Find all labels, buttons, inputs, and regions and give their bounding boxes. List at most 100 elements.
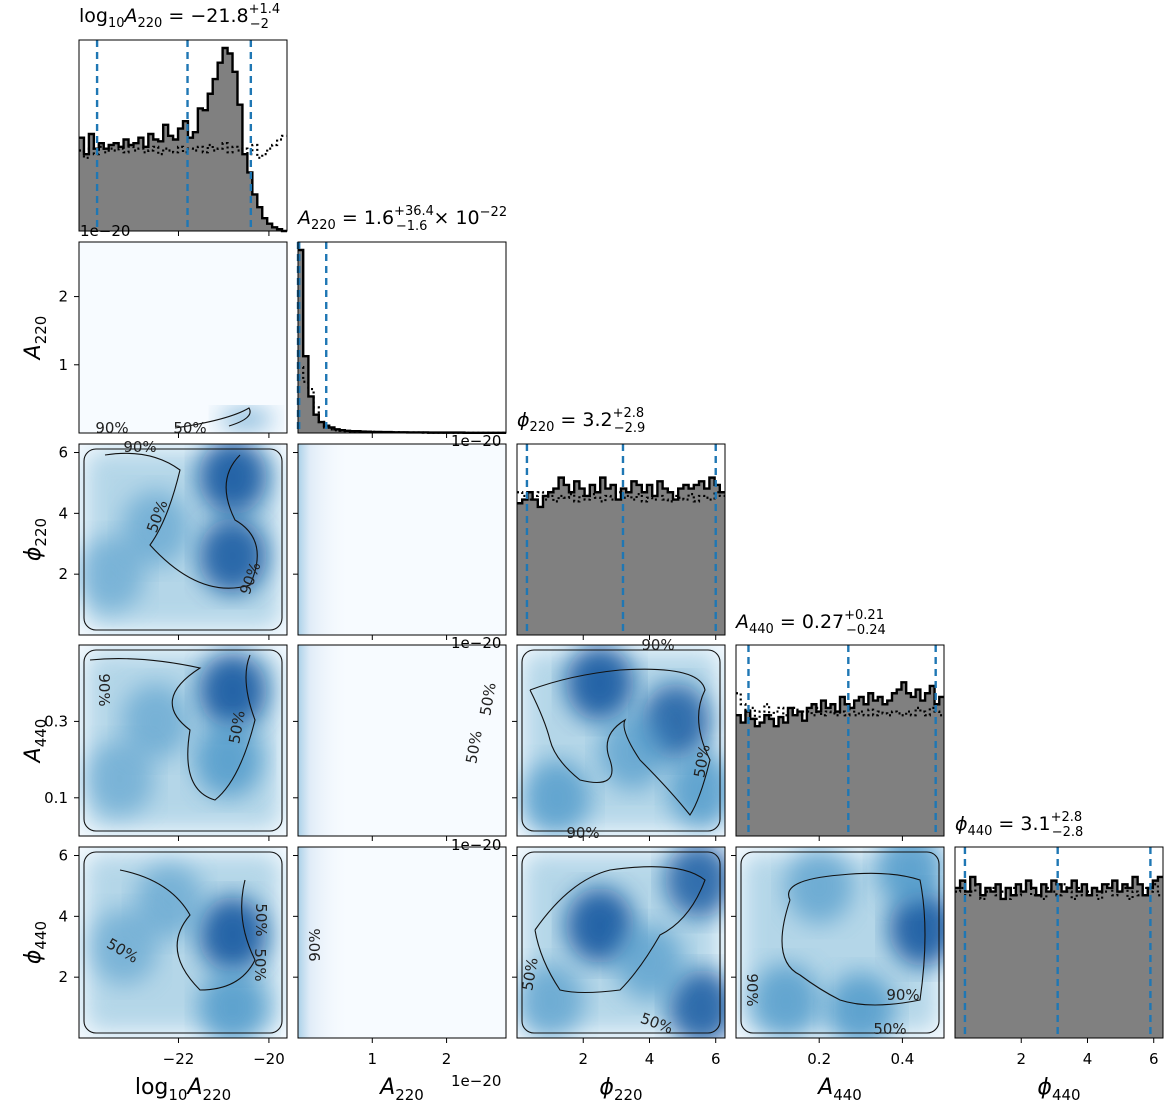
contour-50-logA220-phi220 — [104, 452, 258, 589]
contour-label: 50% — [690, 743, 714, 779]
density-blob — [876, 847, 944, 906]
density-blob — [668, 752, 725, 829]
density-blob — [121, 490, 191, 567]
contour-90 — [83, 448, 283, 631]
contour-label: 90% — [95, 419, 128, 437]
density-blob — [198, 517, 267, 594]
density-panel-phi220-A440 — [516, 644, 726, 837]
density-panel-logA220-phi220 — [78, 443, 288, 636]
hist-fill — [517, 477, 725, 635]
density-blob — [517, 963, 585, 1038]
panel-frame — [516, 846, 726, 1039]
density-panel-logA220-phi440 — [78, 846, 288, 1039]
density-blob — [198, 896, 267, 973]
x-tick-label: 0.2 — [807, 1050, 831, 1068]
contour-label: 90% — [743, 973, 761, 1006]
contour-50 — [174, 407, 251, 429]
offset-label: 1e−20 — [451, 432, 501, 450]
density-blob — [219, 409, 274, 430]
contour-label: 90% — [566, 824, 599, 842]
x-tick-label: −22 — [163, 1050, 195, 1068]
panel-frame — [516, 443, 726, 636]
x-tick-label: 4 — [645, 1050, 655, 1068]
contour-50-logA220-A440 — [89, 654, 256, 801]
contour-90 — [521, 851, 721, 1034]
density-blob — [198, 969, 267, 1038]
contour-50-logA220-phi440 — [119, 869, 256, 991]
offset-label: 1e−20 — [451, 1072, 501, 1090]
contour-label: 90% — [886, 986, 919, 1004]
title-phi220: ϕ220 = 3.2+2.8 −2.9 — [517, 406, 645, 436]
y-tick-label: 2 — [58, 968, 68, 986]
contour-90 — [740, 851, 940, 1034]
hist-panel-A440 — [735, 644, 945, 837]
density-panel-logA220-A220 — [78, 241, 288, 434]
hist-fill — [79, 48, 287, 231]
x-axis-label-phi440: ϕ440 — [1037, 1075, 1080, 1104]
y-tick-label: 2 — [58, 565, 68, 583]
density-blob — [889, 890, 944, 967]
contour-label: 50% — [173, 419, 206, 437]
panel-frame — [78, 644, 288, 837]
hist-line — [79, 46, 287, 233]
hist-panel-A220 — [296, 241, 507, 435]
density-blob — [79, 536, 145, 613]
title-A220: A220 = 1.6+36.4 −1.6 × 10−22 — [296, 204, 507, 234]
contour-50-A440-phi440 — [781, 872, 926, 1006]
x-tick-label: 0.4 — [890, 1050, 914, 1068]
y-tick-label: 1 — [58, 356, 68, 374]
panel-frame — [297, 846, 507, 1039]
contour-50-phi220-phi440 — [534, 866, 706, 994]
hist-line — [736, 681, 944, 728]
density-panel-A220-phi440 — [297, 846, 507, 1039]
contour-label: 90% — [95, 673, 113, 706]
panel-frame — [297, 443, 507, 636]
contour-label: 50% — [873, 1020, 906, 1038]
panel-frame — [78, 241, 288, 434]
density-blob — [664, 847, 725, 918]
x-tick-label: 6 — [711, 1050, 721, 1068]
contour-90 — [83, 649, 283, 832]
panel-frame — [516, 644, 726, 837]
density-blob — [90, 908, 159, 985]
offset-label: 1e−20 — [451, 836, 501, 854]
panel-frame — [735, 846, 945, 1039]
density-edge — [298, 645, 506, 836]
density-blob — [565, 645, 635, 722]
y-axis-label-phi440: ϕ440 — [21, 921, 50, 964]
contour-label: 50% — [518, 956, 542, 992]
density-blob — [198, 444, 267, 515]
hist-line — [517, 476, 725, 509]
y-axis-label-A220: A220 — [21, 316, 50, 362]
contour-50-phi220-A440 — [529, 668, 711, 816]
y-axis-label-phi220: ϕ220 — [21, 518, 50, 561]
x-axis-label-logA220: log10A220 — [135, 1075, 231, 1104]
contour-label: 90% — [306, 928, 324, 961]
hist-panel-logA220 — [78, 39, 288, 233]
x-tick-label: 1 — [368, 1050, 378, 1068]
contour-90 — [83, 851, 283, 1034]
title-phi440: ϕ440 = 3.1+2.8 −2.8 — [955, 810, 1083, 840]
hist-panel-phi220 — [516, 443, 726, 636]
hist-panel-phi440 — [954, 846, 1164, 1039]
offset-label: 1e−20 — [80, 222, 130, 240]
contour-label: 50% — [251, 948, 269, 981]
contour-label: 90% — [123, 438, 156, 456]
density-edge — [298, 847, 506, 1038]
title-A440: A440 = 0.27+0.21 −0.24 — [734, 608, 886, 638]
panel-frame — [78, 846, 288, 1039]
contour-label: 50% — [252, 903, 270, 936]
y-tick-label: 6 — [58, 444, 68, 462]
density-blob — [565, 887, 635, 964]
x-tick-label: 6 — [1149, 1050, 1159, 1068]
x-axis-label-A220: A220 — [378, 1075, 424, 1104]
density-panel-A220-phi220 — [297, 443, 507, 636]
panel-frame — [78, 443, 288, 636]
density-blob — [668, 969, 725, 1038]
x-tick-label: −20 — [253, 1050, 285, 1068]
density-panel-phi220-phi440 — [516, 846, 726, 1039]
density-panel-A220-A440 — [297, 644, 507, 837]
density-blob — [85, 740, 154, 817]
x-tick-label: 4 — [1083, 1050, 1093, 1068]
prior-line — [736, 692, 944, 720]
